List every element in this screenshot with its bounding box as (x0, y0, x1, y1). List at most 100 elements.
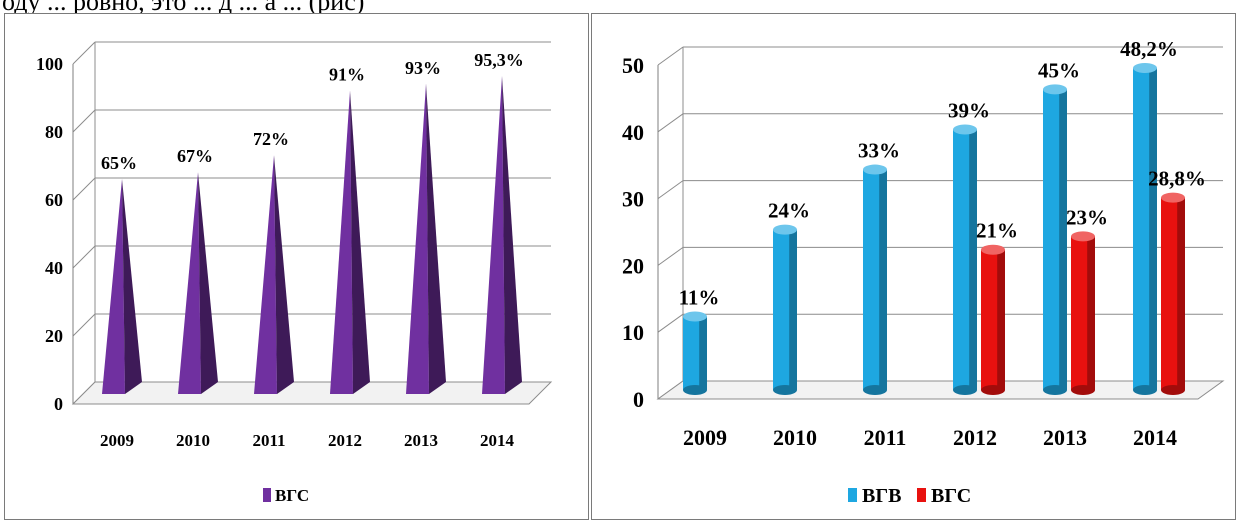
data-label: 67% (177, 146, 213, 166)
y-tick-label: 40 (45, 258, 63, 278)
cylinder-bar-top (1161, 192, 1185, 203)
gridline-side (657, 313, 684, 333)
y-tick-label: 10 (622, 320, 644, 345)
data-label: 11% (679, 286, 720, 310)
cylinder-bar-base (1161, 385, 1185, 395)
gridline-side (72, 41, 96, 65)
data-label: 24% (768, 199, 810, 223)
x-tick-label: 2011 (864, 425, 907, 450)
data-label: 95,3% (474, 50, 524, 70)
gridline-side (72, 109, 96, 133)
x-tick-label: 2013 (404, 431, 438, 450)
cylinder-bar-shade (789, 229, 797, 390)
legend-label-vgs: ВГС (931, 485, 971, 507)
data-label: 45% (1038, 58, 1080, 82)
cylinder-bar-top (1133, 63, 1157, 74)
pyramid-bar-front (406, 83, 429, 395)
x-tick-label: 2013 (1043, 425, 1087, 450)
pyramid-bar-front (482, 75, 505, 395)
cylinder-bar-top (981, 244, 1005, 255)
data-label: 93% (405, 58, 441, 78)
pyramid-bar-front (330, 90, 353, 394)
pyramid-bar-front (102, 179, 125, 394)
cylinder-bar-chart: 0 10 20 30 40 50 11% 2009 24% 2010 33% 2011 39% 21% 20… (622, 37, 1225, 507)
y-tick-label: 50 (622, 53, 644, 78)
pyramid-bar-side (350, 90, 370, 394)
pyramid-bar-front (178, 172, 201, 394)
x-tick-label: 2010 (176, 431, 210, 450)
data-label: 65% (101, 153, 137, 173)
pyramid-bar-side (274, 155, 294, 394)
pyramid-bar-side (122, 179, 142, 394)
cylinder-bar-base (953, 385, 977, 395)
cylinder-bar-base (683, 385, 707, 395)
pyramid-bar-side (502, 75, 522, 395)
y-tick-label: 0 (633, 387, 644, 412)
cylinder-bar-top (773, 224, 797, 235)
top-text-fragment: оду ... ровно, это ... д ... а ... (рис) (2, 0, 365, 16)
y-tick-label: 0 (54, 394, 63, 414)
y-tick-label: 40 (622, 120, 644, 145)
y-tick-label: 100 (36, 54, 63, 74)
cylinder-bar-shade (1087, 236, 1095, 390)
cylinder-bar-top (953, 124, 977, 135)
cylinder-bar-shade (1059, 89, 1067, 391)
gridline-side (657, 180, 684, 200)
y-tick-label: 30 (622, 187, 644, 212)
chart-panel-right: 0 10 20 30 40 50 11% 2009 24% 2010 33% 2011 39% 21% 20… (591, 13, 1236, 520)
cylinder-bar-shade (879, 169, 887, 390)
gridline-side (72, 313, 96, 337)
cylinder-bar-top (683, 311, 707, 322)
gridline-side (657, 113, 684, 133)
legend-label-vgs: ВГС (275, 486, 309, 505)
data-label: 33% (858, 139, 900, 163)
cylinder-bar-base (863, 385, 887, 395)
cylinder-bar-base (1133, 385, 1157, 395)
data-label: 48,2% (1120, 37, 1178, 61)
x-tick-label: 2012 (953, 425, 997, 450)
cylinder-bar-top (1071, 231, 1095, 242)
x-tick-label: 2011 (252, 431, 285, 450)
x-tick-label: 2009 (683, 425, 727, 450)
cylinder-bar-shade (1149, 68, 1157, 391)
legend-swatch-vgs (263, 488, 271, 502)
gridline-side (657, 46, 684, 66)
cylinder-bar-shade (699, 316, 707, 390)
cylinder-bar-base (773, 385, 797, 395)
pyramid-bar-side (198, 172, 218, 394)
data-label: 23% (1066, 205, 1108, 229)
cylinder-bar-base (981, 385, 1005, 395)
gridline-side (72, 177, 96, 201)
pyramid-bar-front (254, 155, 277, 394)
y-tick-label: 20 (45, 326, 63, 346)
gridline-side (72, 245, 96, 269)
x-tick-label: 2014 (1133, 425, 1177, 450)
data-label: 39% (948, 98, 990, 122)
y-tick-label: 20 (622, 253, 644, 278)
gridline-side (657, 246, 684, 266)
data-label: 91% (329, 65, 365, 85)
pyramid-bar-side (426, 83, 446, 395)
chart-floor (71, 381, 553, 405)
cylinder-bar-base (1071, 385, 1095, 395)
x-tick-label: 2014 (480, 431, 515, 450)
y-tick-label: 60 (45, 190, 63, 210)
chart-panel-left: 0 20 40 60 80 100 65% 2009 67% 2010 72% 2011 91% 2012… (4, 13, 589, 520)
cylinder-bar-top (1043, 84, 1067, 95)
cylinder-bar-base (1043, 385, 1067, 395)
legend-swatch-vgs (917, 488, 926, 502)
data-label: 72% (253, 129, 289, 149)
y-tick-label: 80 (45, 122, 63, 142)
cylinder-bar-shade (969, 129, 977, 390)
data-label: 21% (976, 219, 1018, 243)
data-label: 28,8% (1148, 167, 1206, 191)
legend-label-vgv: ВГВ (862, 485, 901, 507)
cylinder-bar-shade (997, 249, 1005, 390)
pyramid-bar-chart: 0 20 40 60 80 100 65% 2009 67% 2010 72% 2011 91% 2012… (36, 41, 553, 505)
x-tick-label: 2012 (328, 431, 362, 450)
cylinder-bar-shade (1177, 197, 1185, 390)
x-tick-label: 2010 (773, 425, 817, 450)
cylinder-bar-top (863, 164, 887, 175)
legend-swatch-vgv (848, 488, 857, 502)
x-tick-label: 2009 (100, 431, 134, 450)
